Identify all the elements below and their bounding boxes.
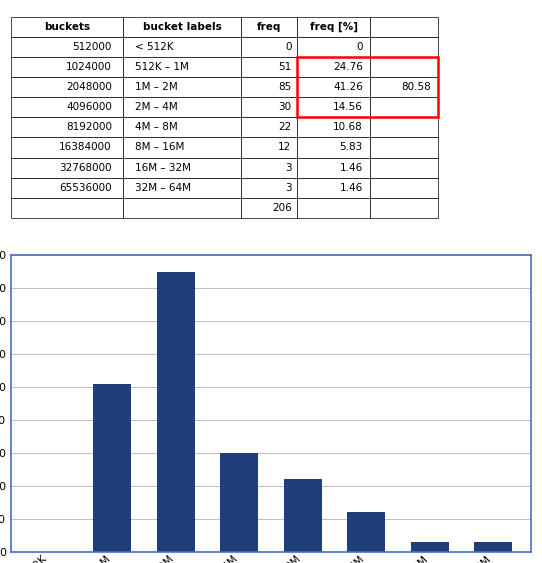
Bar bbox=[411, 542, 449, 552]
Bar bbox=[347, 512, 385, 552]
Bar bbox=[93, 383, 131, 552]
Bar bbox=[220, 453, 259, 552]
Bar bbox=[474, 542, 512, 552]
Bar bbox=[157, 271, 195, 552]
Bar bbox=[283, 479, 322, 552]
